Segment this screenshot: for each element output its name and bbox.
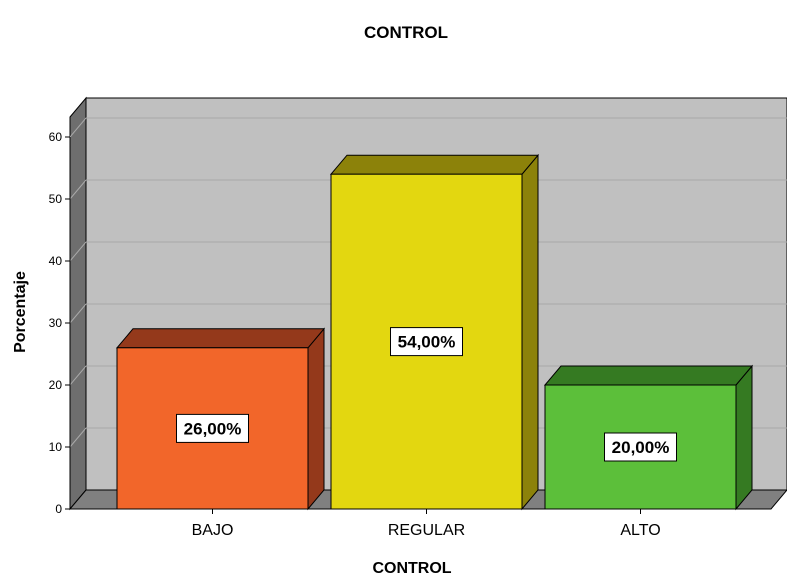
data-label-box xyxy=(390,327,463,357)
gridline-side xyxy=(69,117,87,138)
bar-top xyxy=(115,328,326,349)
data-label: 26,00% xyxy=(176,413,249,443)
y-axis-title: Porcentaje xyxy=(12,271,29,353)
gridline-side xyxy=(69,241,87,262)
plot-left-wall xyxy=(69,96,87,511)
bar-side xyxy=(521,153,539,511)
gridline-side xyxy=(69,179,87,200)
x-tick-label: REGULAR xyxy=(388,522,465,539)
y-axis: 0 10 20 30 40 50 60 xyxy=(49,130,71,516)
y-tick-label: 60 xyxy=(49,130,63,144)
y-tick-label: 10 xyxy=(49,440,63,454)
bars xyxy=(115,153,754,511)
data-label-box xyxy=(604,432,677,462)
y-tick-label: 40 xyxy=(49,254,63,268)
y-tick-label: 20 xyxy=(49,378,63,392)
data-label-box xyxy=(176,413,249,443)
bar-side xyxy=(735,364,753,511)
chart-title: CONTROL xyxy=(364,23,448,42)
data-label: 20,00% xyxy=(604,432,677,462)
gridline-side xyxy=(69,427,87,448)
x-axis: BAJO REGULAR ALTO xyxy=(70,508,771,539)
bar-top xyxy=(329,154,540,175)
x-tick-label: ALTO xyxy=(620,522,660,539)
data-label-text: 54,00% xyxy=(398,333,456,352)
x-axis-title: CONTROL xyxy=(372,560,451,576)
data-label: 54,00% xyxy=(390,327,463,357)
gridline-side xyxy=(69,303,87,324)
data-label-text: 26,00% xyxy=(184,419,242,438)
bar-regular xyxy=(329,153,540,511)
x-tick-label: BAJO xyxy=(192,522,234,539)
data-label-text: 20,00% xyxy=(612,438,670,457)
data-labels: 26,00% 54,00% 20,00% xyxy=(176,327,677,462)
gridline-side xyxy=(69,365,87,386)
bar-bajo xyxy=(115,327,326,511)
y-tick-label: 30 xyxy=(49,316,63,330)
y-tick-label: 0 xyxy=(55,502,62,516)
bar-top xyxy=(543,365,754,386)
y-tick-label: 50 xyxy=(49,192,63,206)
bar-side xyxy=(307,327,325,511)
